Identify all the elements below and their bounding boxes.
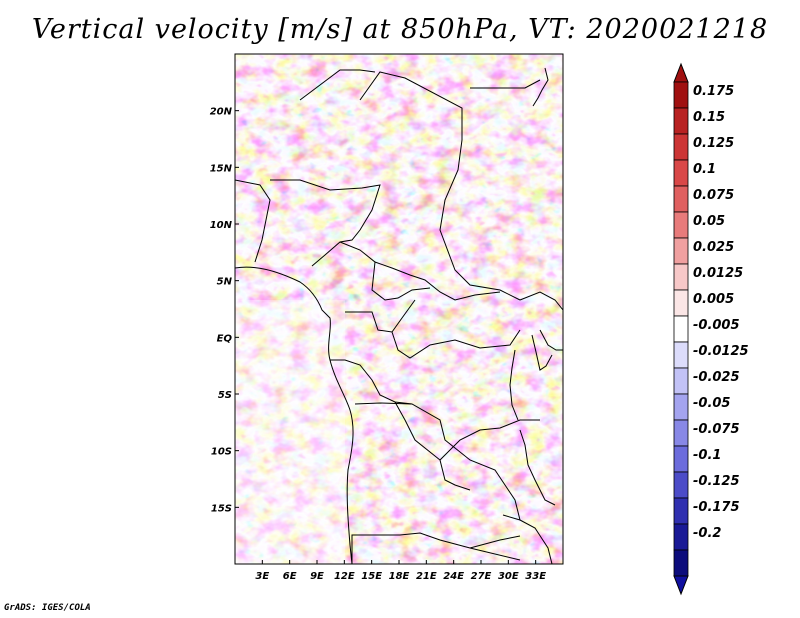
colorbar-swatch	[673, 497, 689, 525]
y-tick-label: 10N	[210, 220, 233, 231]
colorbar-label: 0.0125	[693, 266, 743, 281]
colorbar-swatch	[673, 185, 689, 213]
x-tick-label: 33E	[525, 571, 546, 582]
x-tick-label: 3E	[255, 571, 269, 582]
colorbar-label: 0.125	[693, 136, 734, 151]
colorbar-label: -0.005	[693, 318, 740, 333]
colorbar-label: -0.125	[693, 474, 740, 489]
colorbar-swatch	[673, 471, 689, 499]
colorbar-swatch	[673, 419, 689, 447]
colorbar-label: 0.075	[693, 188, 734, 203]
colorbar-swatch	[673, 159, 689, 187]
colorbar-label: -0.175	[693, 500, 740, 515]
colorbar-label: -0.1	[693, 448, 721, 463]
colorbar-swatch	[673, 211, 689, 239]
colorbar-label: -0.025	[693, 370, 740, 385]
colorbar-swatch	[673, 341, 689, 369]
x-tick-label: 30E	[498, 571, 519, 582]
x-tick-label: 18E	[389, 571, 410, 582]
colorbar-label: 0.1	[693, 162, 716, 177]
colorbar-label: 0.05	[693, 214, 725, 229]
colorbar-swatch	[673, 289, 689, 317]
colorbar-swatch	[673, 523, 689, 551]
y-tick-label: 5S	[218, 390, 232, 401]
colorbar-label: 0.005	[693, 292, 734, 307]
colorbar-swatch	[673, 107, 689, 135]
y-tick-label: 5N	[217, 277, 233, 288]
colorbar-label: -0.05	[693, 396, 730, 411]
y-tick-label: 15N	[210, 163, 233, 174]
colorbar-label: -0.2	[693, 526, 721, 541]
colorbar-swatch	[673, 445, 689, 473]
colorbar-swatch	[673, 393, 689, 421]
colorbar-swatch	[673, 133, 689, 161]
x-tick-label: 21E	[416, 571, 437, 582]
colorbar-swatch	[673, 367, 689, 395]
colorbar-label: 0.025	[693, 240, 734, 255]
x-tick-label: 24E	[443, 571, 464, 582]
colorbar-swatch	[673, 237, 689, 265]
x-tick-label: 15E	[361, 571, 382, 582]
colorbar-swatch	[673, 81, 689, 109]
colorbar-swatch	[673, 549, 689, 577]
map-title: Vertical velocity [m/s] at 850hPa, VT: 2…	[31, 14, 769, 45]
country-borders	[235, 67, 563, 564]
x-tick-label: 6E	[283, 571, 297, 582]
y-tick-label: 20N	[210, 107, 233, 118]
colorbar-bottom-arrow	[673, 575, 689, 596]
latitude-axis: 20N 15N 10N 5N EQ 5S 10S 15S	[210, 107, 239, 514]
y-tick-label: 10S	[211, 447, 232, 458]
colorbar-label: 0.175	[693, 84, 734, 99]
x-tick-label: 27E	[471, 571, 492, 582]
colorbar-label: -0.0125	[693, 344, 749, 359]
velocity-field	[235, 54, 563, 564]
colorbar-label: -0.075	[693, 422, 740, 437]
colorbar-top-arrow	[673, 62, 689, 83]
y-tick-label: EQ	[217, 333, 233, 344]
y-tick-label: 15S	[211, 503, 232, 514]
longitude-axis: 3E 6E 9E 12E 15E 18E 21E 24E 27E 30E 33E	[255, 560, 546, 582]
colorbar-label: 0.15	[693, 110, 725, 125]
x-tick-label: 9E	[310, 571, 324, 582]
grads-credit: GrADS: IGES/COLA	[4, 603, 91, 613]
colorbar-swatch	[673, 263, 689, 291]
x-tick-label: 12E	[334, 571, 355, 582]
colorbar-swatch	[673, 315, 689, 343]
